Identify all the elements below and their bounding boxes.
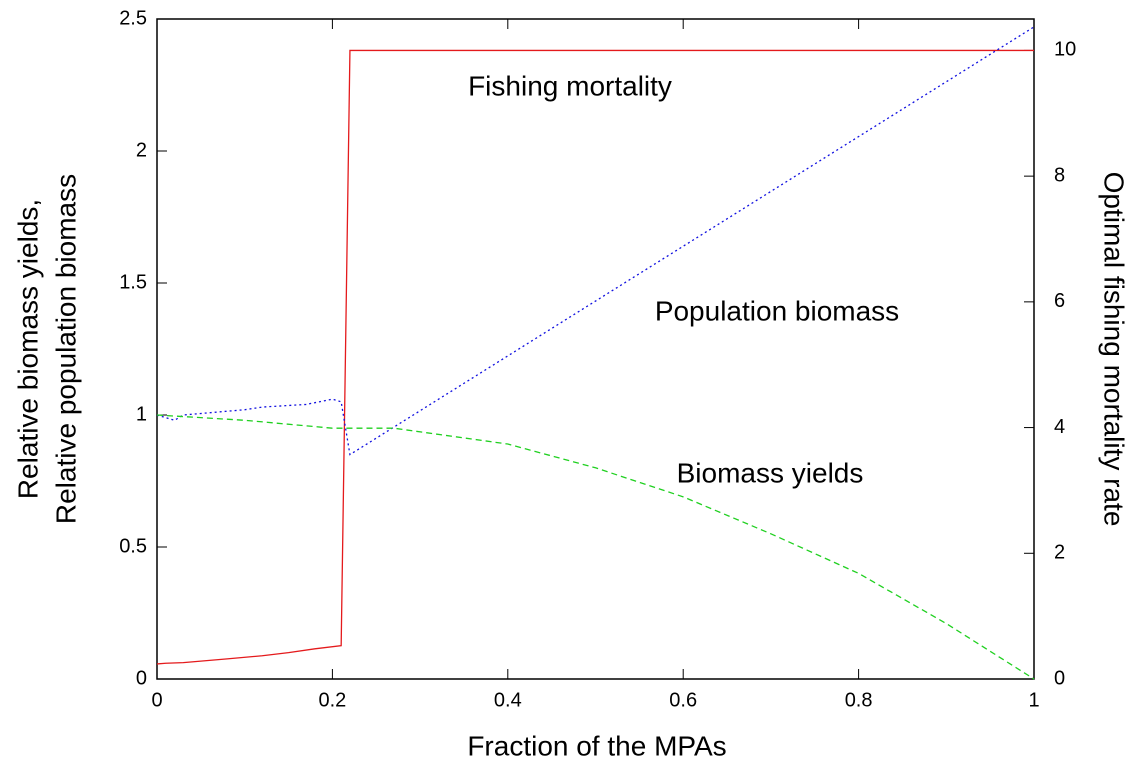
x-tick-label: 0.2 [318, 689, 346, 711]
x-tick-label: 0.8 [845, 689, 873, 711]
y-axis-label: Relative population biomass [50, 174, 81, 524]
annotation: Biomass yields [677, 457, 864, 488]
y2-tick-label: 8 [1054, 164, 1065, 186]
y-tick-label: 2 [136, 139, 147, 161]
x-tick-label: 1 [1028, 689, 1039, 711]
y-tick-label: 2.5 [119, 7, 147, 29]
y-axis-label: Relative biomass yields, [12, 199, 43, 499]
y-tick-label: 1.5 [119, 271, 147, 293]
y2-tick-label: 4 [1054, 416, 1065, 438]
y-tick-label: 0.5 [119, 535, 147, 557]
annotation: Population biomass [655, 295, 899, 326]
x-tick-label: 0.6 [669, 689, 697, 711]
x-tick-label: 0.4 [494, 689, 522, 711]
y2-tick-label: 0 [1054, 667, 1065, 689]
y2-axis-label: Optimal fishing mortality rate [1099, 172, 1130, 527]
series-line [156, 49, 1034, 665]
series-line [156, 414, 1035, 680]
y2-tick-label: 2 [1054, 542, 1065, 564]
y-tick-label: 0 [136, 667, 147, 689]
x-axis-label: Fraction of the MPAs [467, 730, 726, 761]
y2-tick-label: 10 [1054, 39, 1076, 61]
y-tick-label: 1 [136, 403, 147, 425]
x-tick-label: 0 [151, 689, 162, 711]
y2-tick-label: 6 [1054, 290, 1065, 312]
plot-frame [156, 18, 1035, 680]
annotation: Fishing mortality [468, 70, 672, 101]
